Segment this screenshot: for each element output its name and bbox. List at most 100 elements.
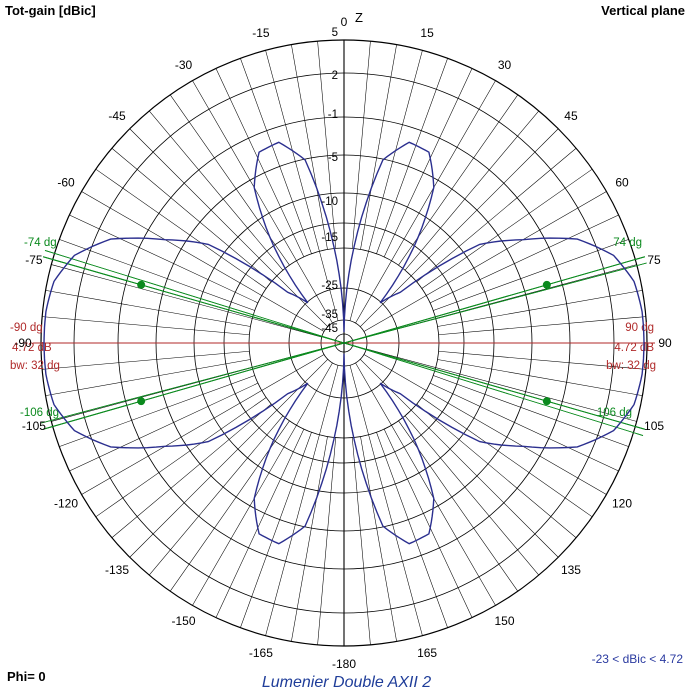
radial-tick-label: -1 — [328, 109, 338, 121]
grid-spoke — [433, 239, 629, 311]
grid-spoke — [421, 168, 593, 289]
grid-spoke — [59, 375, 255, 447]
grid-spoke — [95, 397, 267, 518]
angle-tick-label: -180 — [332, 657, 356, 671]
polar-grid — [40, 39, 648, 647]
grid-spoke — [360, 436, 397, 642]
plane-title: Vertical plane — [601, 3, 685, 18]
grid-spoke — [111, 148, 272, 283]
angle-tick-label: 75 — [647, 253, 661, 267]
grid-spoke — [95, 168, 267, 289]
angle-tick-label: 90 — [658, 336, 672, 350]
grid-spoke — [404, 415, 539, 576]
angle-tick-label: 135 — [561, 563, 581, 577]
grid-spoke — [69, 382, 259, 472]
radiation-pattern-curve — [43, 141, 645, 545]
grid-spoke — [42, 351, 250, 370]
max-gain-label: 4.72 dB — [12, 342, 52, 354]
grid-spoke — [59, 239, 255, 311]
grid-spoke — [349, 365, 423, 636]
radial-tick-label: -5 — [328, 152, 338, 164]
angle-tick-label: 150 — [494, 614, 514, 628]
grid-spoke — [45, 359, 251, 396]
grid-spoke — [366, 348, 637, 422]
angle-tick-label: -120 — [54, 497, 78, 511]
grid-spoke — [360, 44, 397, 250]
gain-axis-title: Tot-gain [dBic] — [5, 3, 96, 18]
radial-tick-label: 5 — [332, 27, 338, 39]
grid-spoke — [111, 403, 272, 538]
grid-spoke — [81, 191, 325, 332]
grid-spoke — [349, 50, 423, 321]
beam-edge-label: -106 dg — [20, 407, 59, 419]
grid-spoke — [355, 362, 496, 606]
grid-spoke — [438, 316, 646, 335]
angle-tick-label: -75 — [25, 253, 43, 267]
radial-tick-label: -35 — [321, 309, 338, 321]
grid-spoke — [265, 50, 339, 321]
angle-tick-label: -15 — [252, 26, 270, 40]
grid-spoke — [360, 128, 559, 327]
grid-spoke — [355, 80, 496, 324]
grid-spoke — [433, 375, 629, 447]
angle-tick-label: -30 — [175, 58, 193, 72]
radial-tick-label: -25 — [321, 280, 338, 292]
z-axis-label: Z — [355, 10, 363, 25]
max-angle-label: 90 dg — [625, 322, 654, 334]
grid-spoke — [42, 316, 250, 335]
grid-spoke — [360, 359, 559, 558]
angle-tick-label: 105 — [644, 419, 664, 433]
grid-spoke — [404, 110, 539, 271]
grid-spoke — [51, 264, 322, 338]
grid-spoke — [438, 351, 646, 370]
grid-spoke — [352, 41, 371, 249]
angle-tick-label: 120 — [612, 497, 632, 511]
grid-spoke — [421, 397, 593, 518]
grid-spoke — [291, 436, 328, 642]
grid-spoke — [437, 359, 643, 396]
grid-spoke — [129, 128, 328, 327]
beam-edge-label: 106 dg — [597, 407, 632, 419]
grid-spoke — [376, 432, 448, 628]
angle-tick-label: 0 — [341, 15, 348, 29]
grid-spoke — [429, 382, 619, 472]
grid-spoke — [149, 415, 284, 576]
grid-spoke — [69, 214, 259, 304]
grid-spoke — [383, 68, 473, 258]
grid-spoke — [265, 365, 339, 636]
grid-spoke — [240, 58, 312, 254]
grid-spoke — [383, 428, 473, 618]
max-angle-label: -90 dg — [10, 322, 43, 334]
max-gain-label: 4.72 dB — [614, 342, 654, 354]
grid-spoke — [376, 58, 448, 254]
gain-range-readout: -23 < dBic < 4.72 — [591, 652, 683, 666]
radial-scale-labels: 5 2 -1 -5 -10 -15 -25 -35 -45 — [321, 27, 338, 335]
grid-spoke — [317, 41, 336, 249]
grid-spoke — [149, 110, 284, 271]
angle-tick-label: -150 — [171, 614, 195, 628]
grid-spoke — [129, 359, 328, 558]
angle-tick-label: 165 — [417, 646, 437, 660]
beam-edge-label: -74 dg — [24, 237, 57, 249]
angle-tick-label: 30 — [498, 58, 512, 72]
beamwidth-point — [137, 397, 146, 406]
angle-tick-label: -105 — [22, 419, 46, 433]
angle-tick-label: -90 — [14, 336, 32, 350]
angle-tick-label: 15 — [420, 26, 434, 40]
beam-markers: 74 dg 106 dg -74 dg -106 dg 90 dg 4.72 dB bw: … — [10, 237, 656, 436]
grid-spoke — [215, 68, 305, 258]
grid-spoke — [352, 437, 371, 645]
beamwidth-label: bw: 32 dg — [10, 360, 60, 372]
grid-spoke — [416, 148, 577, 283]
radial-tick-label: -45 — [321, 323, 338, 335]
angle-tick-label: 45 — [564, 109, 578, 123]
grid-spoke — [416, 403, 577, 538]
grid-spoke — [240, 432, 312, 628]
grid-spoke — [363, 354, 607, 495]
grid-spoke — [215, 428, 305, 618]
grid-spoke — [192, 80, 333, 324]
radial-tick-label: -15 — [321, 232, 338, 244]
angle-tick-label: -45 — [108, 109, 126, 123]
